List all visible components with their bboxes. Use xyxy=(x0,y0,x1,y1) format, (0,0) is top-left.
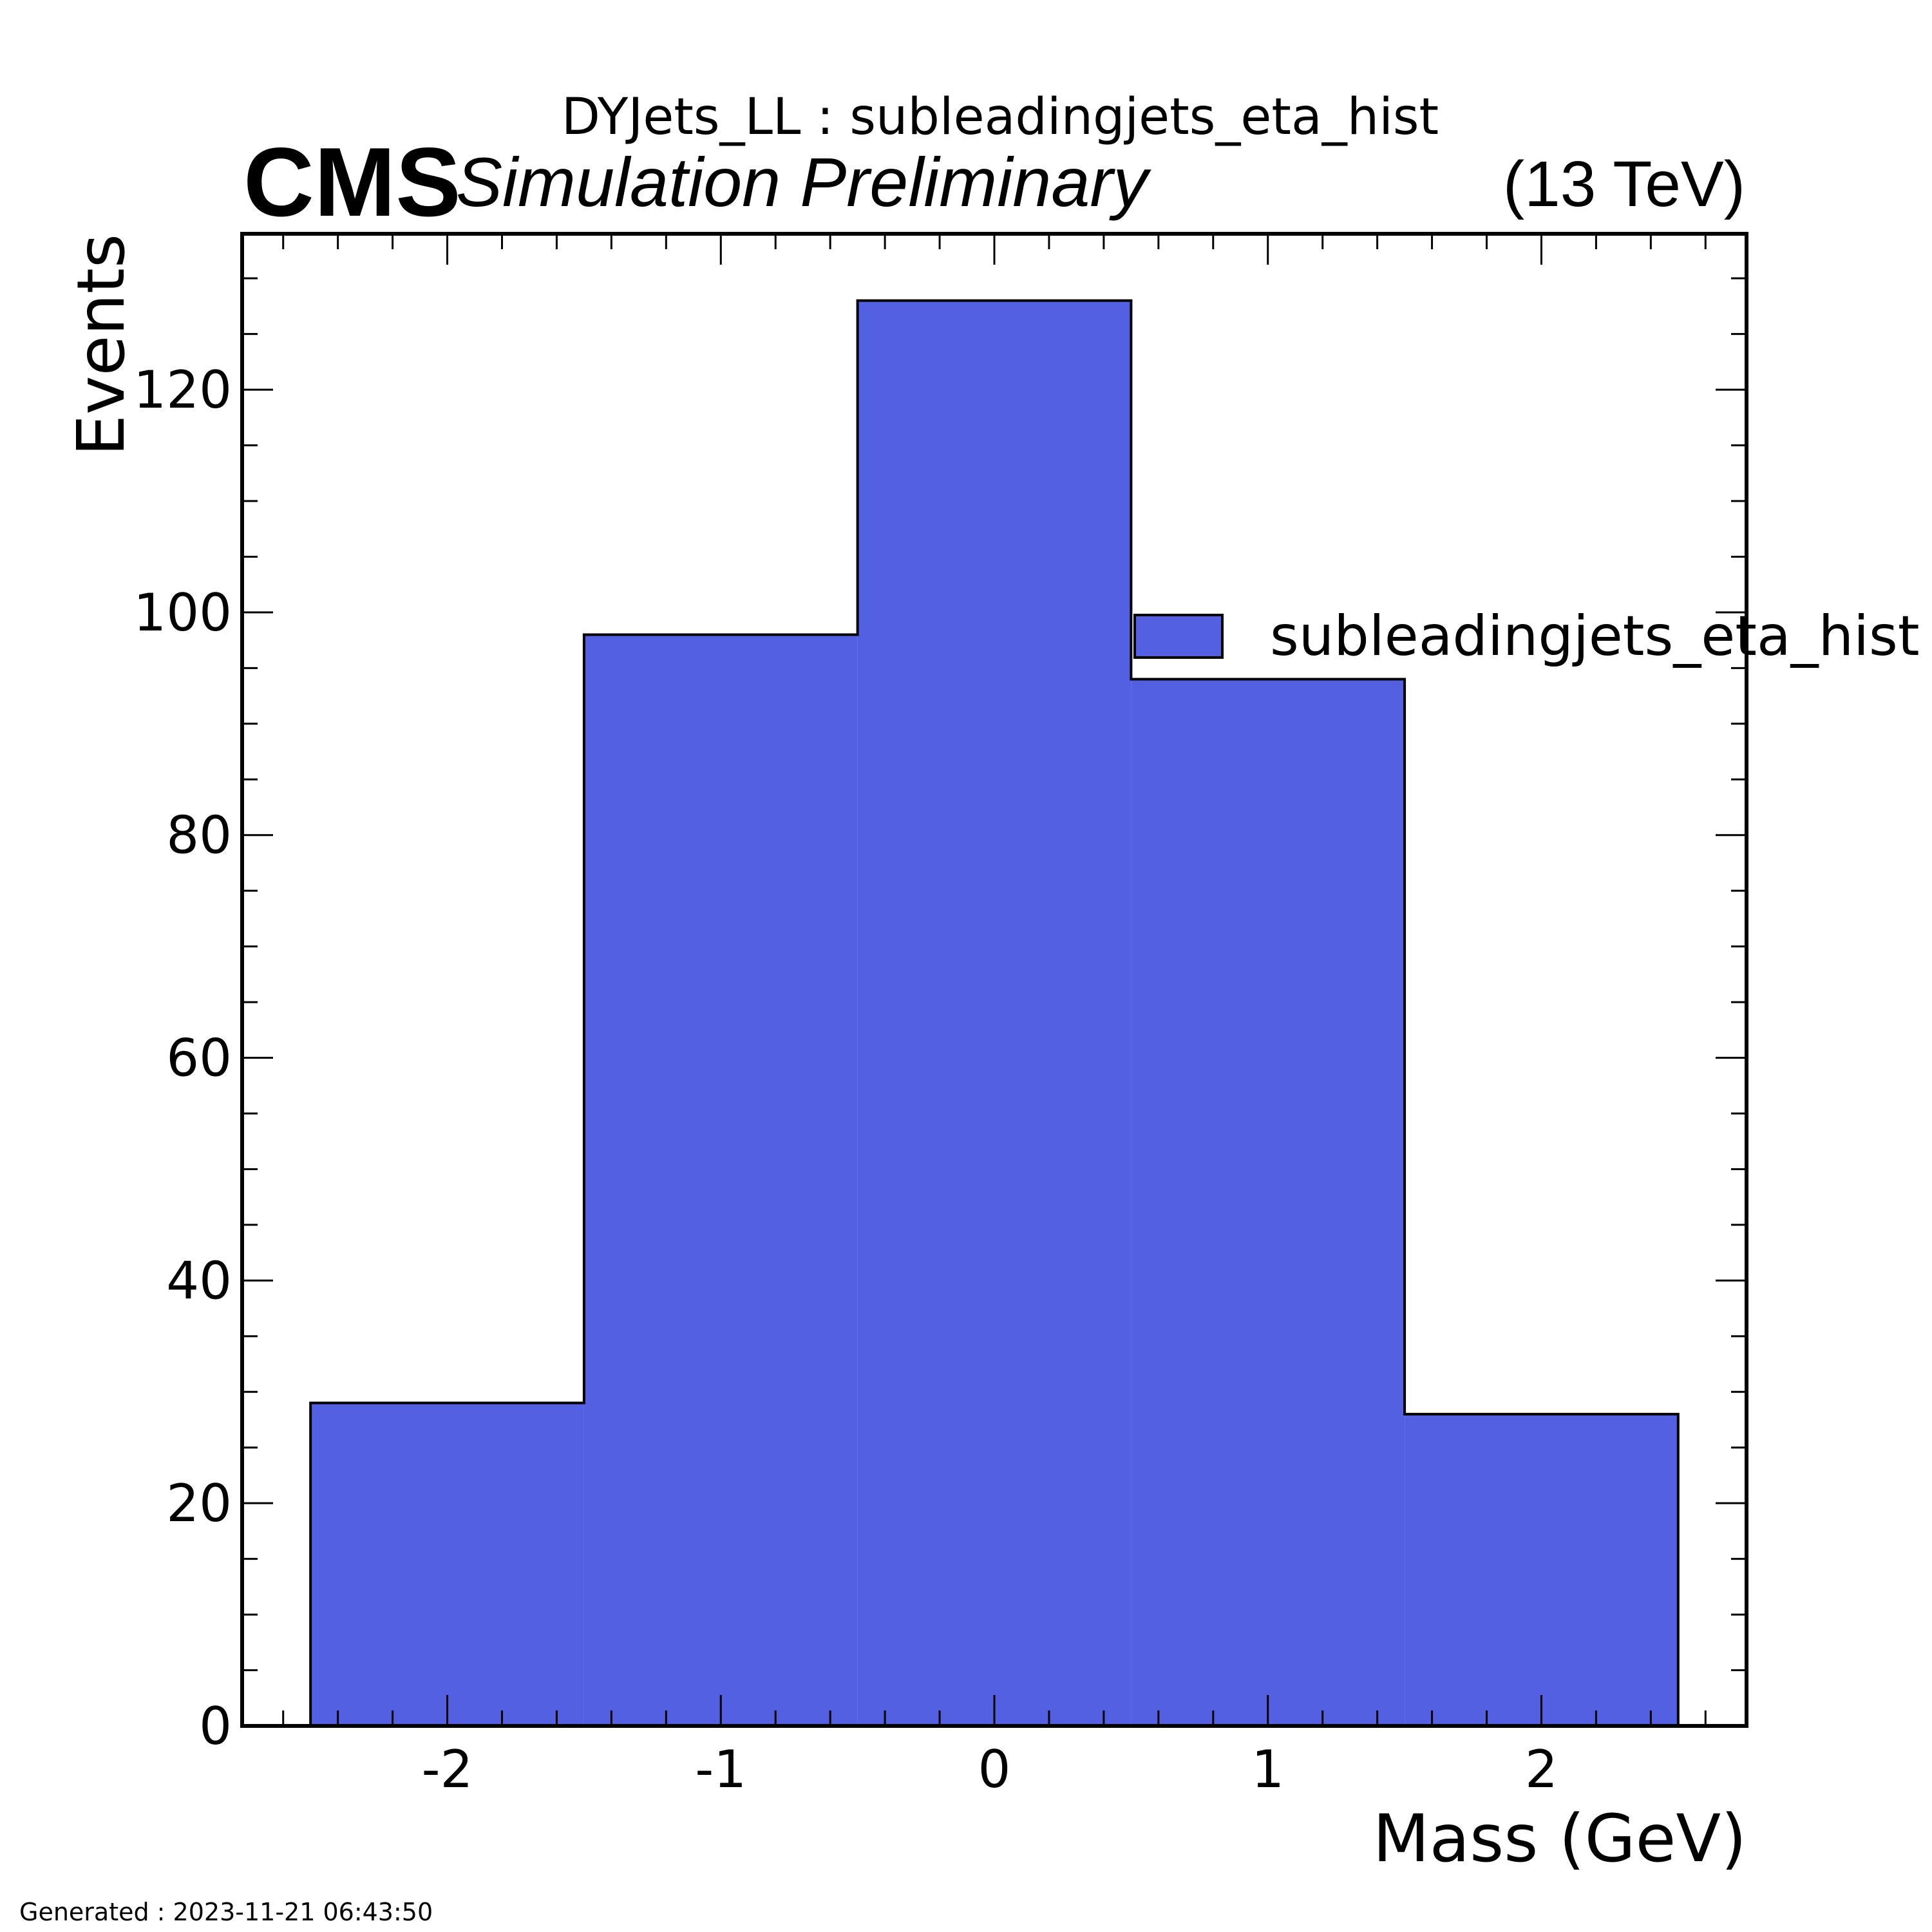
y-tick-label: 120 xyxy=(133,360,232,420)
generated-timestamp: Generated : 2023-11-21 06:43:50 xyxy=(19,1898,433,1926)
y-tick-label: 100 xyxy=(133,583,232,643)
histogram-bar xyxy=(1405,1414,1678,1726)
legend-swatch xyxy=(1133,614,1224,659)
histogram-bar xyxy=(583,634,858,1727)
plot-title: DYJets_LL : subleadingjets_eta_hist xyxy=(562,88,1439,146)
legend-label: subleadingjets_eta_hist xyxy=(1270,604,1920,668)
x-tick-label: -1 xyxy=(695,1739,746,1799)
y-axis-label: Events xyxy=(63,234,140,456)
y-tick-label: 40 xyxy=(166,1251,232,1311)
histogram-bar xyxy=(310,1403,584,1726)
histogram-outline xyxy=(309,299,1680,1726)
y-tick-label: 0 xyxy=(199,1696,232,1756)
x-axis-label: Mass (GeV) xyxy=(1373,1801,1747,1877)
histogram-bars xyxy=(310,300,1678,1727)
axis-ticks xyxy=(242,234,1747,1726)
energy-label: (13 TeV) xyxy=(1503,148,1745,220)
y-tick-label: 60 xyxy=(166,1028,232,1088)
x-tick-label: 1 xyxy=(1251,1739,1284,1799)
cms-label: CMS xyxy=(243,128,461,237)
y-tick-label: 80 xyxy=(166,806,232,866)
plot-frame xyxy=(240,232,1748,1728)
histogram-bar xyxy=(1131,679,1405,1726)
simulation-label: Simulation Preliminary xyxy=(456,143,1151,221)
x-tick-label: 2 xyxy=(1525,1739,1558,1799)
y-tick-labels: 0 20 40 60 80 100 120 xyxy=(133,360,232,1756)
y-tick-label: 20 xyxy=(166,1473,232,1533)
legend: subleadingjets_eta_hist xyxy=(1133,604,1920,668)
x-tick-labels: -2 -1 0 1 2 xyxy=(422,1739,1558,1799)
histogram-bar xyxy=(857,300,1132,1726)
x-tick-label: -2 xyxy=(422,1739,473,1799)
x-tick-label: 0 xyxy=(978,1739,1011,1799)
